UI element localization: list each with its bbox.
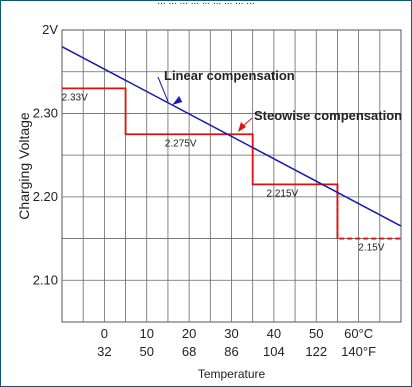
y-tick-label: 2.20 — [33, 189, 58, 204]
stepwise-compensation-dashed — [336, 184, 401, 240]
header-fragment: ... ... ... ... ... ... ... ... ... — [157, 0, 254, 7]
y-tick-label: 2.30 — [33, 105, 58, 120]
x-tick-label-celsius: 60°C — [344, 326, 373, 341]
step-value-label: 2.215V — [266, 188, 298, 199]
x-tick-label-celsius: 0 — [101, 326, 108, 341]
stepwise-annotation-arrow — [238, 122, 246, 132]
step-value-label: 2.33V — [62, 92, 88, 103]
x-tick-label-celsius: 40 — [267, 326, 281, 341]
y-tick-label: 2V — [42, 22, 58, 37]
step-value-label: 2.275V — [165, 138, 197, 149]
x-tick-label-fahrenheit: 86 — [224, 344, 238, 359]
x-tick-label-celsius: 50 — [309, 326, 323, 341]
x-tick-label-fahrenheit: 140°F — [341, 344, 376, 359]
x-axis-title: Temperature — [198, 367, 266, 381]
y-tick-label: 2.10 — [33, 272, 58, 287]
linear-annotation-label: Linear compensation — [164, 68, 295, 83]
y-axis-title: Charging Voltage — [16, 112, 32, 220]
stepwise-annotation-label: Steowise compensation — [254, 108, 402, 123]
x-tick-label-fahrenheit: 50 — [140, 344, 154, 359]
x-tick-label-celsius: 10 — [140, 326, 154, 341]
x-tick-label-fahrenheit: 32 — [97, 344, 111, 359]
x-tick-label-fahrenheit: 68 — [182, 344, 196, 359]
x-tick-label-fahrenheit: 122 — [305, 344, 327, 359]
x-tick-label-fahrenheit: 104 — [263, 344, 285, 359]
x-tick-label-celsius: 20 — [182, 326, 196, 341]
x-tick-label-celsius: 30 — [224, 326, 238, 341]
linear-annotation-arrow — [172, 95, 183, 105]
linear-compensation-line — [61, 46, 402, 227]
linear-annotation-leader — [157, 76, 169, 103]
step-value-label: 2.15V — [358, 243, 384, 254]
